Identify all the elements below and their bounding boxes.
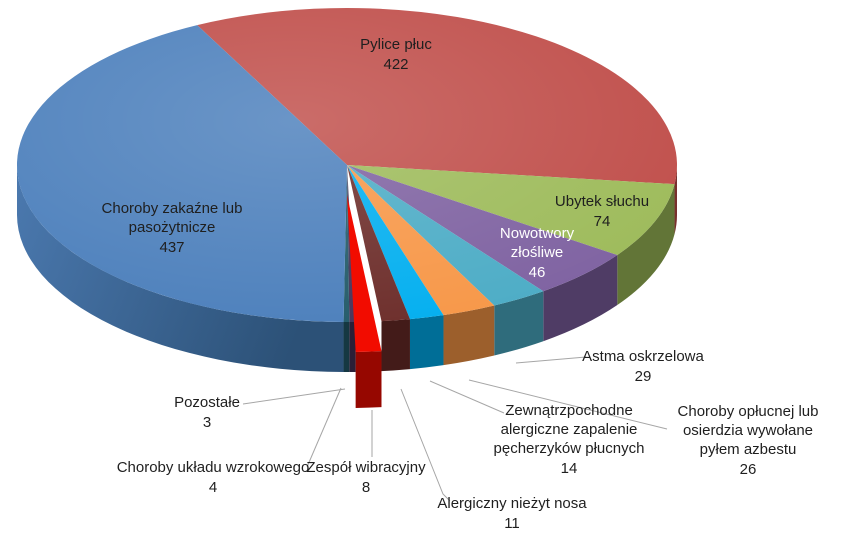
- leader-line-8: [306, 387, 342, 468]
- slice-side-6: [381, 319, 410, 372]
- exploded-slice-7: [347, 195, 382, 408]
- slice-side-5: [409, 315, 444, 370]
- leader-line-6: [400, 388, 451, 502]
- leader-lines: [242, 356, 668, 502]
- slice-side-2: [543, 255, 618, 342]
- slice-side-1: [617, 184, 675, 306]
- slice-side-0: [674, 165, 677, 235]
- leader-line-9: [242, 388, 346, 405]
- slice-side-3: [494, 291, 544, 356]
- leader-line-5: [429, 380, 505, 414]
- slice-side-4: [443, 305, 495, 366]
- slice-side-9: [343, 321, 350, 373]
- slice-side-10: [17, 165, 344, 372]
- pie-sheen-highlight: [17, 8, 677, 322]
- pie-side-faces: [17, 165, 677, 373]
- leader-line-3: [515, 356, 587, 364]
- slice-side-8: [349, 321, 356, 372]
- leader-line-4: [468, 379, 668, 430]
